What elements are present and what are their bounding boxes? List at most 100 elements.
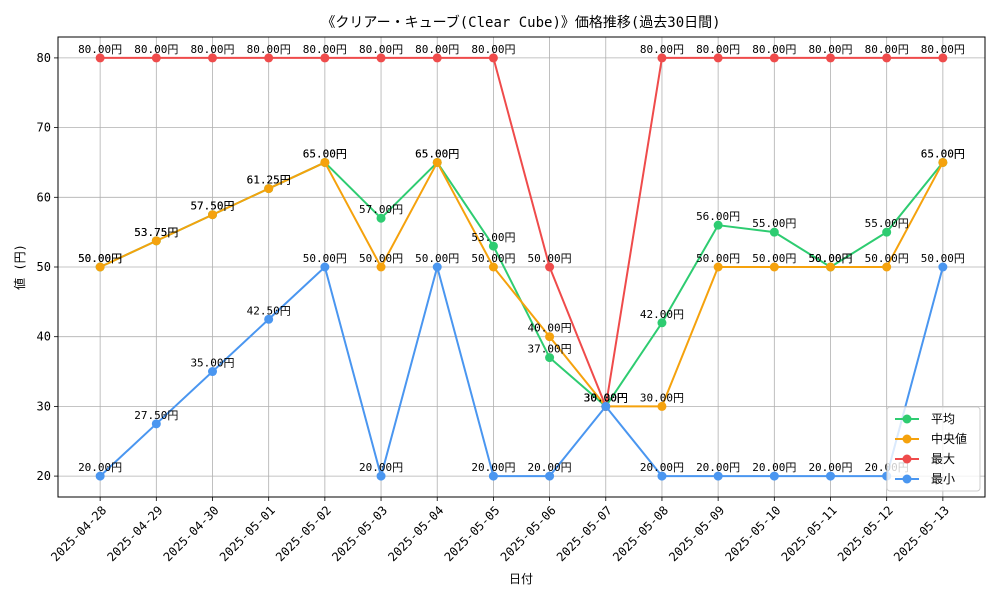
median-data-label: 65.00円: [921, 147, 965, 160]
y-tick-label: 20: [37, 469, 51, 483]
average-data-label: 65.00円: [921, 147, 965, 160]
max-point: [938, 53, 948, 63]
legend-marker: [902, 434, 912, 444]
median-data-label: 30.00円: [584, 391, 628, 404]
max-line: [100, 56, 943, 408]
min-point: [826, 471, 835, 481]
max-point: [657, 53, 667, 63]
min-data-label: 20.00円: [696, 461, 740, 474]
average-data-label: 55.00円: [865, 217, 909, 230]
min-point: [938, 262, 948, 272]
legend-item-median: 中央値: [895, 431, 967, 446]
max-point: [376, 53, 386, 63]
max-point: [713, 53, 723, 63]
legend-marker: [902, 474, 912, 484]
min-point: [713, 471, 723, 481]
min-series: [95, 262, 948, 481]
average-point: [713, 220, 723, 230]
average-data-label: 50.00円: [808, 252, 852, 265]
min-data-label: 35.00円: [190, 357, 234, 370]
median-point: [320, 157, 330, 167]
min-data-label: 20.00円: [752, 461, 796, 474]
median-point: [432, 157, 442, 167]
max-data-label: 80.00円: [865, 43, 909, 56]
min-data-label: 20.00円: [359, 461, 403, 474]
average-point: [488, 241, 498, 251]
min-data-label: 50.00円: [303, 252, 347, 265]
max-point: [432, 53, 442, 63]
median-point: [657, 401, 667, 411]
median-data-label: 53.75円: [134, 226, 178, 239]
average-point: [769, 227, 779, 237]
max-data-label: 80.00円: [808, 43, 852, 56]
average-data-label: 53.75円: [134, 226, 178, 239]
max-point: [769, 53, 779, 63]
max-data-label: 80.00円: [303, 43, 347, 56]
max-data-label: 80.00円: [134, 43, 178, 56]
legend-item-max: 最大: [895, 452, 955, 466]
legend-item-average: 平均: [895, 412, 955, 426]
min-data-label: 20.00円: [471, 461, 515, 474]
average-point: [545, 353, 555, 363]
legend-box: [886, 406, 981, 492]
max-data-label: 80.00円: [752, 43, 796, 56]
min-data-label: 27.50円: [134, 409, 178, 422]
legend-marker: [902, 454, 912, 464]
legend-marker: [902, 414, 912, 424]
median-data-label: 61.25円: [247, 174, 291, 187]
average-data-label: 42.00円: [640, 308, 684, 321]
median-data-label: 40.00円: [528, 322, 572, 335]
median-data-label: 30.00円: [640, 391, 684, 404]
max-data-label: 80.00円: [247, 43, 291, 56]
series-layer: [95, 53, 948, 481]
median-point: [938, 157, 948, 167]
min-point: [95, 471, 105, 481]
max-point: [545, 262, 555, 272]
legend-label: 最小: [931, 472, 955, 486]
min-point: [208, 367, 217, 377]
average-data-label: 53.00円: [471, 231, 515, 244]
average-data-label: 50.00円: [78, 252, 122, 265]
min-data-label: 20.00円: [528, 461, 572, 474]
max-point: [264, 53, 274, 63]
max-data-label: 80.00円: [78, 43, 122, 56]
average-data-label: 57.00円: [359, 203, 403, 216]
median-point: [545, 332, 555, 342]
x-axis-label: 日付: [509, 572, 533, 586]
median-series: [95, 157, 948, 411]
y-tick-label: 80: [37, 51, 51, 65]
median-data-label: 57.50円: [190, 200, 234, 213]
average-point: [657, 318, 667, 328]
max-point: [320, 53, 330, 63]
max-series: [95, 53, 948, 411]
max-point: [826, 53, 835, 63]
max-point: [95, 53, 105, 63]
max-data-label: 80.00円: [640, 43, 684, 56]
max-data-label: 80.00円: [696, 43, 740, 56]
median-point: [208, 210, 217, 220]
median-data-label: 50.00円: [808, 252, 852, 265]
average-data-label: 56.00円: [696, 210, 740, 223]
min-data-label: 20.00円: [808, 461, 852, 474]
average-data-label: 57.50円: [190, 200, 234, 213]
y-tick-label: 70: [37, 121, 51, 135]
y-tick-label: 50: [37, 260, 51, 274]
min-data-label: 42.50円: [247, 304, 291, 317]
max-point: [488, 53, 498, 63]
max-point: [882, 53, 892, 63]
min-point: [601, 401, 611, 411]
max-data-label: 50.00円: [528, 252, 572, 265]
median-point: [151, 236, 161, 246]
average-data-label: 55.00円: [752, 217, 796, 230]
median-data-label: 50.00円: [865, 252, 909, 265]
median-data-label: 50.00円: [471, 252, 515, 265]
median-data-label: 50.00円: [359, 252, 403, 265]
median-line: [99, 161, 944, 408]
max-point: [151, 53, 161, 63]
y-tick-label: 40: [37, 330, 51, 344]
median-data-label: 65.00円: [303, 147, 347, 160]
min-point: [264, 314, 274, 324]
